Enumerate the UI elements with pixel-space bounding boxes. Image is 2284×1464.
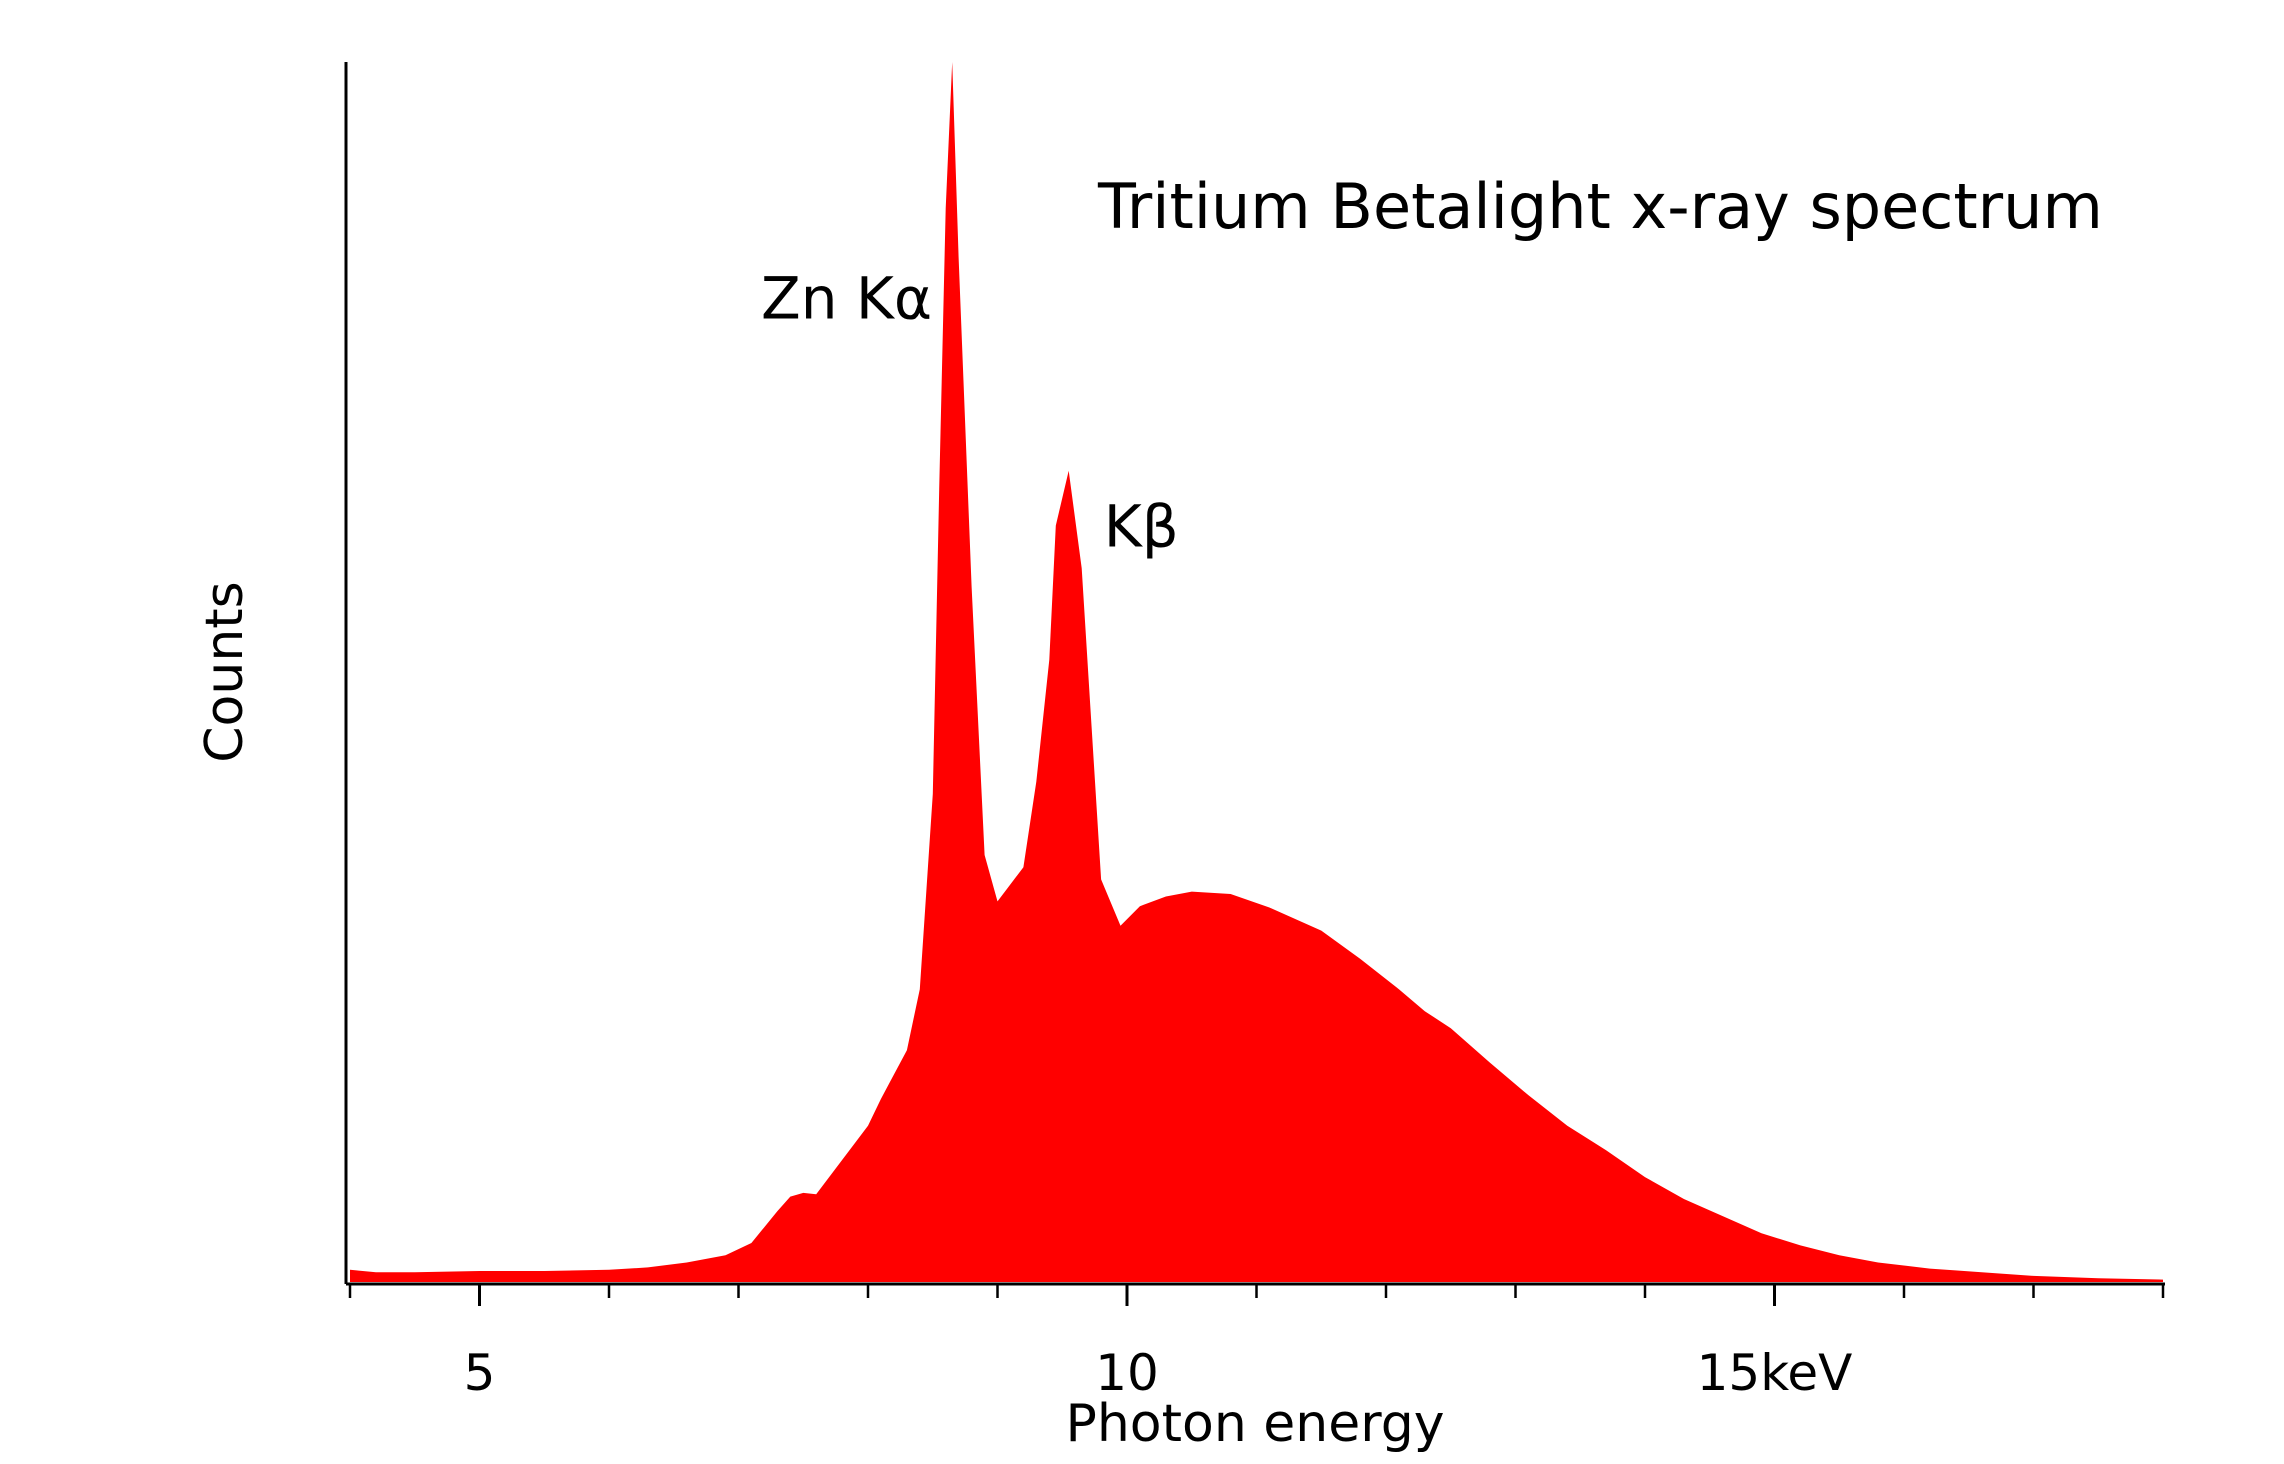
peak-label: Zn Kα (761, 264, 932, 332)
x-tick-label: 15keV (1697, 1344, 1853, 1402)
y-axis-label: Counts (195, 581, 255, 763)
spectrum-area-series-0 (350, 62, 2163, 1282)
x-axis-label: Photon energy (1065, 1394, 1444, 1454)
peak-label: Kβ (1104, 493, 1179, 561)
peak-annotations: Zn Kα Kβ (761, 264, 1179, 560)
axes: 5 10 15keV (344, 62, 2165, 1402)
x-tick-label: 5 (464, 1344, 496, 1402)
plot-area (350, 62, 2163, 1282)
x-tick-label: 10 (1095, 1344, 1159, 1402)
chart-title: Tritium Betalight x-ray spectrum (1097, 170, 2103, 243)
